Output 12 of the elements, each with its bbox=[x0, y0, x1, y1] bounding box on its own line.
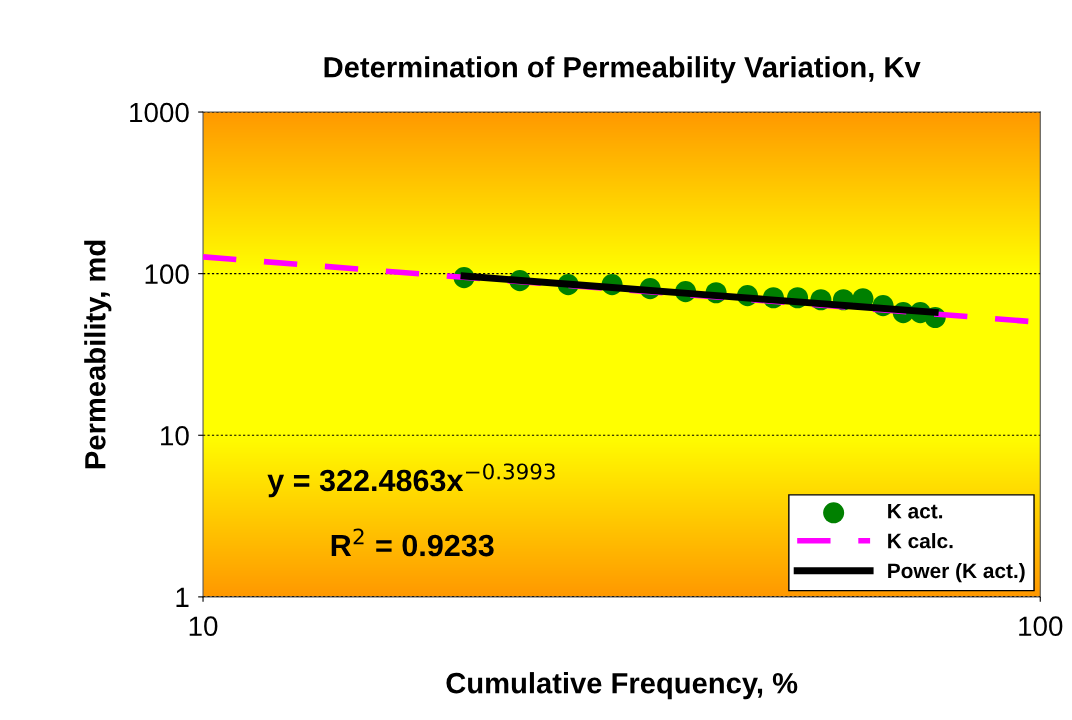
annotation: y = 322.4863x$^{−0.3993}$ bbox=[267, 463, 555, 498]
legend-label: K calc. bbox=[888, 533, 953, 549]
legend-label: K act. bbox=[888, 503, 943, 519]
y-tick-label: 10 bbox=[161, 425, 189, 446]
annotation: R$^{2}$ = 0.9233 bbox=[331, 528, 494, 557]
y-tick-label: 1 bbox=[176, 587, 189, 607]
chart-title: Determination of Permeability Variation, Kv bbox=[324, 56, 921, 84]
y-tick-label: 1000 bbox=[130, 102, 189, 123]
y-tick-label: 100 bbox=[145, 264, 189, 284]
legend-label: Power (K act.) bbox=[888, 562, 1025, 583]
y-axis-title: Permeability, md bbox=[84, 240, 112, 469]
x-axis-title: Cumulative Frequency, % bbox=[446, 672, 798, 700]
